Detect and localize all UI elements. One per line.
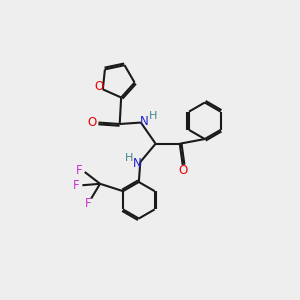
Text: O: O: [178, 164, 187, 177]
Text: N: N: [132, 157, 141, 170]
Text: N: N: [140, 115, 149, 128]
Text: O: O: [95, 80, 104, 93]
Text: H: H: [149, 111, 158, 121]
Text: O: O: [87, 116, 97, 129]
Text: F: F: [76, 164, 83, 177]
Text: F: F: [73, 179, 80, 192]
Text: F: F: [85, 197, 92, 210]
Text: H: H: [125, 154, 133, 164]
